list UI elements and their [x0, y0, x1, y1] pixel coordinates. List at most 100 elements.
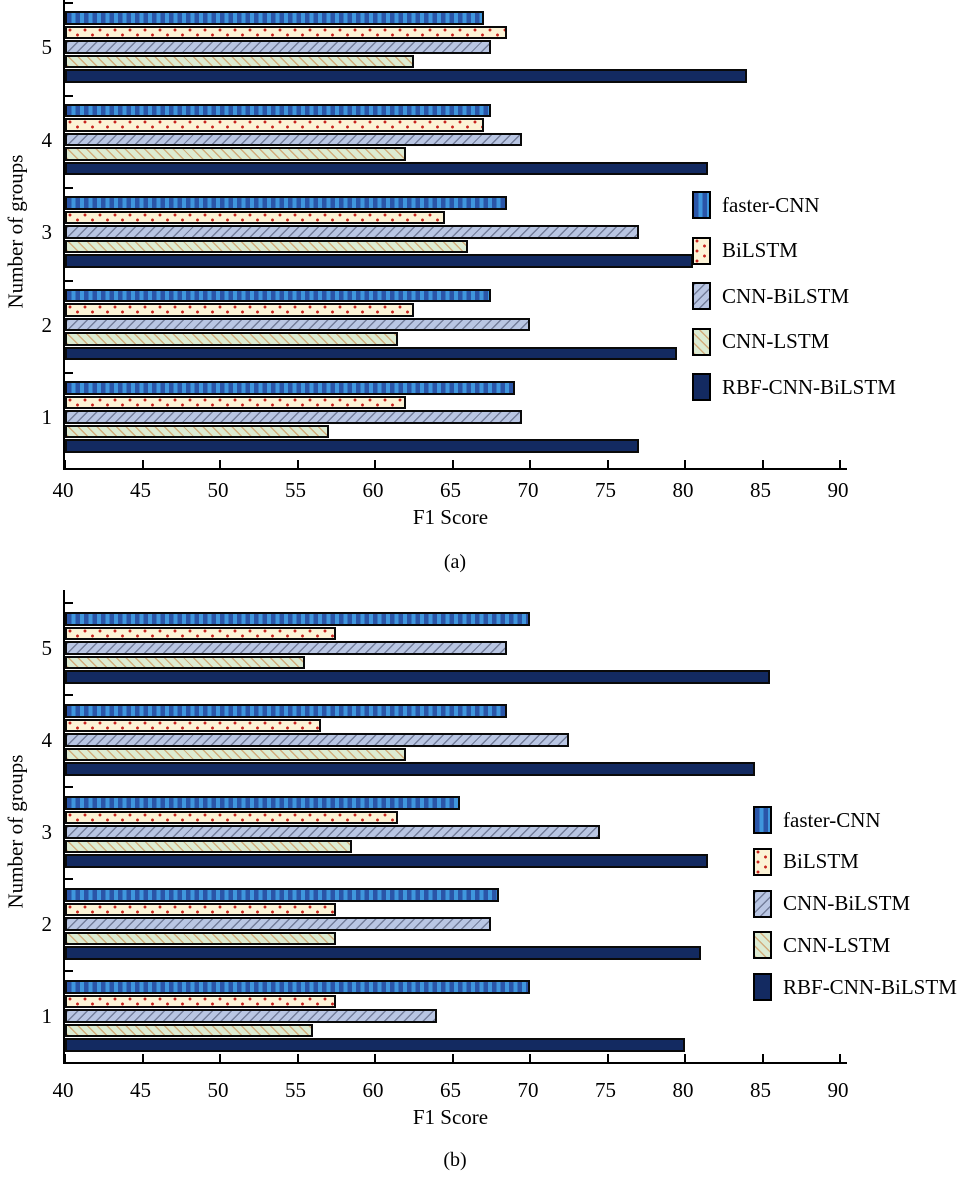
- y-axis-tick: [65, 2, 73, 4]
- bar-cnnlstm-group-2: [65, 332, 399, 346]
- x-axis-tick: [529, 460, 531, 468]
- bar-faster-group-3: [65, 196, 507, 210]
- bar-rbf-group-5: [65, 69, 747, 83]
- bar-faster-group-2: [65, 888, 499, 902]
- legend-label-rbf: RBF-CNN-BiLSTM: [722, 374, 896, 399]
- x-axis-tick: [451, 1054, 454, 1062]
- bar-faster-group-5: [65, 612, 530, 626]
- x-axis-tick: [839, 460, 841, 468]
- x-tick-label: 60: [362, 478, 384, 502]
- bar-faster-group-3: [65, 796, 461, 810]
- bar-rbf-group-2: [65, 346, 678, 360]
- x-axis-tick: [374, 1054, 376, 1062]
- x-axis-tick: [839, 1054, 841, 1062]
- bar-rbf-group-3: [65, 854, 709, 868]
- legend-label-bilstm: BiLSTM: [722, 238, 798, 262]
- x-axis-tick: [64, 460, 66, 468]
- bar-cnnbilstm-group-1: [65, 1009, 437, 1023]
- y-tick-label: 3: [41, 220, 53, 244]
- x-tick-label: 90: [827, 478, 849, 502]
- legend-label-rbf: RBF-CNN-BiLSTM: [783, 974, 957, 999]
- y-tick-label: 5: [41, 35, 53, 59]
- y-tick-label: 2: [41, 312, 53, 337]
- plot-area-b: [63, 590, 847, 1064]
- x-axis-tick: [296, 1054, 299, 1062]
- legend-item-rbf: RBF-CNN-BiLSTM: [692, 373, 896, 401]
- bar-bilstm-group-3: [65, 210, 445, 224]
- x-axis-tick: [219, 1054, 221, 1062]
- y-axis-tick: [65, 187, 73, 189]
- x-axis-tick: [219, 460, 221, 468]
- bar-cnnbilstm-group-2: [65, 317, 530, 331]
- legend-swatch-cnnbilstm: [753, 889, 772, 918]
- x-axis-tick: [684, 460, 686, 468]
- y-tick-label: 1: [41, 405, 53, 429]
- bar-cnnlstm-group-1: [65, 1023, 313, 1037]
- legend-swatch-faster: [692, 191, 711, 219]
- legend-item-cnnbilstm: CNN-BiLSTM: [753, 889, 910, 918]
- x-axis-tick: [761, 460, 764, 468]
- bar-bilstm-group-1: [65, 395, 406, 409]
- x-axis-tick: [451, 460, 454, 468]
- legend-label-faster: faster-CNN: [722, 192, 820, 217]
- bar-faster-group-4: [65, 704, 507, 718]
- x-axis-title: F1 Score: [412, 505, 489, 529]
- legend-label-cnnbilstm: CNN-BiLSTM: [722, 283, 850, 308]
- bar-rbf-group-5: [65, 670, 771, 684]
- bar-rbf-group-3: [65, 254, 693, 268]
- x-tick-label: 65: [440, 478, 461, 502]
- x-tick-label: 70: [517, 1078, 539, 1102]
- x-tick-label: 60: [362, 1078, 384, 1102]
- bar-faster-group-1: [65, 381, 515, 395]
- legend-item-faster: faster-CNN: [753, 806, 881, 834]
- bar-faster-group-4: [65, 103, 492, 117]
- bar-cnnbilstm-group-3: [65, 225, 639, 239]
- bar-bilstm-group-4: [65, 118, 484, 132]
- x-axis-tick: [296, 460, 299, 468]
- x-tick-label: 90: [827, 1078, 849, 1102]
- bar-cnnbilstm-group-3: [65, 825, 600, 839]
- y-axis-tick: [65, 694, 73, 696]
- y-axis-tick: [65, 786, 73, 788]
- legend-swatch-rbf: [692, 373, 711, 401]
- bar-faster-group-2: [65, 288, 492, 302]
- y-axis-tick: [65, 94, 73, 97]
- legend-swatch-bilstm: [753, 847, 772, 876]
- x-tick-label: 50: [207, 1078, 229, 1102]
- bar-bilstm-group-4: [65, 718, 321, 732]
- y-axis-tick: [65, 372, 73, 374]
- y-axis-tick: [65, 279, 73, 282]
- x-tick-label: 75: [595, 478, 616, 502]
- caption-b: (b): [443, 1149, 467, 1171]
- legend-swatch-cnnlstm: [692, 327, 711, 356]
- y-tick-label: 3: [41, 820, 53, 844]
- bar-cnnlstm-group-3: [65, 239, 468, 253]
- bar-cnnlstm-group-2: [65, 931, 337, 945]
- x-tick-label: 80: [672, 1078, 694, 1102]
- y-tick-label: 4: [41, 728, 53, 752]
- bar-bilstm-group-1: [65, 994, 337, 1008]
- legend-label-faster: faster-CNN: [783, 807, 881, 832]
- y-tick-label: 1: [41, 1004, 53, 1028]
- x-tick-label: 85: [750, 1078, 771, 1102]
- bar-bilstm-group-5: [65, 626, 337, 640]
- y-axis-tick: [65, 602, 73, 604]
- x-tick-label: 75: [595, 1078, 616, 1102]
- y-tick-label: 4: [41, 127, 53, 152]
- x-axis-tick: [684, 1054, 686, 1062]
- legend-item-cnnlstm: CNN-LSTM: [692, 327, 829, 356]
- bar-cnnbilstm-group-4: [65, 733, 569, 747]
- x-tick-label: 45: [130, 478, 151, 502]
- legend-swatch-faster: [753, 806, 772, 834]
- bar-cnnlstm-group-5: [65, 54, 414, 68]
- legend-item-bilstm: BiLSTM: [692, 236, 798, 265]
- legend-swatch-rbf: [753, 973, 772, 1002]
- x-tick-label: 40: [52, 478, 74, 502]
- x-axis-tick: [141, 460, 144, 468]
- legend-swatch-cnnbilstm: [692, 282, 711, 310]
- bar-rbf-group-2: [65, 946, 701, 960]
- bar-rbf-group-1: [65, 1038, 685, 1052]
- x-tick-label: 70: [517, 478, 539, 502]
